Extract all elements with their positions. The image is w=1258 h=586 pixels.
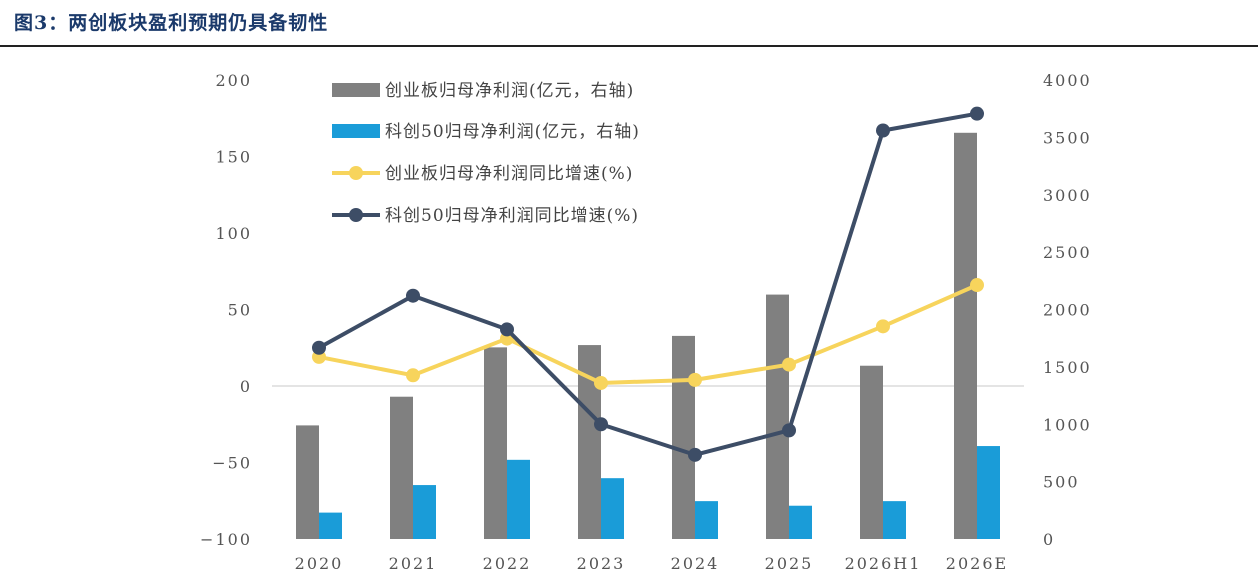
- legend-swatch: [332, 124, 380, 138]
- bar-star50-profit: [319, 512, 342, 539]
- x-tick-label: 2022: [483, 554, 532, 573]
- y-right-tick-label: 1500: [1043, 358, 1092, 377]
- bar-chinext-profit: [766, 294, 789, 539]
- x-tick-label: 2026E: [946, 554, 1008, 573]
- point-chinext-growth: [406, 368, 420, 383]
- point-chinext-growth: [970, 278, 984, 293]
- x-tick-label: 2025: [765, 554, 814, 573]
- point-star50-growth: [876, 123, 890, 138]
- legend-swatch: [332, 83, 380, 97]
- point-star50-growth: [594, 417, 608, 432]
- point-chinext-growth: [876, 319, 890, 334]
- legend-marker: [349, 208, 363, 222]
- y-left-tick-label: −100: [200, 530, 252, 549]
- x-tick-label: 2023: [577, 554, 626, 573]
- y-left-tick-label: 150: [215, 148, 252, 167]
- point-star50-growth: [688, 447, 702, 462]
- y-left-tick-label: 0: [240, 377, 252, 396]
- y-right-tick-label: 3500: [1043, 128, 1092, 147]
- lines: [312, 106, 984, 462]
- point-chinext-growth: [688, 372, 702, 387]
- point-star50-growth: [500, 322, 514, 337]
- point-chinext-growth: [594, 375, 608, 390]
- bar-chinext-profit: [954, 132, 977, 539]
- legend-label: 科创50归母净利润(亿元，右轴): [385, 122, 640, 142]
- x-tick-label: 2024: [671, 554, 720, 573]
- line-chinext-growth: [318, 283, 978, 385]
- axes: 200150100500−50−100400035003000250020001…: [200, 71, 1092, 573]
- point-star50-growth: [406, 288, 420, 303]
- line-star50-growth: [318, 111, 978, 457]
- legend-label: 创业板归母净利润同比增速(%): [385, 164, 633, 184]
- point-star50-growth: [782, 423, 796, 438]
- bar-star50-profit: [789, 505, 812, 539]
- y-left-tick-label: 50: [228, 301, 252, 320]
- y-left-tick-label: 200: [215, 71, 252, 90]
- y-right-tick-label: 1000: [1043, 415, 1092, 434]
- bar-star50-profit: [601, 478, 624, 539]
- legend-marker: [349, 166, 363, 180]
- point-star50-growth: [312, 340, 326, 355]
- bar-star50-profit: [695, 501, 718, 539]
- legend-label: 科创50归母净利润同比增速(%): [385, 206, 639, 226]
- bar-chinext-profit: [860, 365, 883, 539]
- legend: 创业板归母净利润(亿元，右轴) 科创50归母净利润(亿元，右轴) 创业板归母净利润同…: [332, 81, 640, 226]
- title-rule: [0, 45, 1258, 47]
- bars: [296, 132, 1000, 539]
- bar-star50-profit: [883, 501, 906, 539]
- bar-star50-profit: [977, 446, 1000, 539]
- y-left-tick-label: 100: [215, 224, 252, 243]
- y-right-tick-label: 0: [1043, 530, 1055, 549]
- y-right-tick-label: 2500: [1043, 243, 1092, 262]
- bar-chinext-profit: [672, 335, 695, 539]
- figure-title: 图3：两创板块盈利预期仍具备韧性: [14, 12, 329, 34]
- y-right-tick-label: 3000: [1043, 186, 1092, 205]
- bar-star50-profit: [413, 485, 436, 539]
- x-tick-label: 2021: [389, 554, 438, 573]
- y-right-tick-label: 4000: [1043, 71, 1092, 90]
- x-tick-label: 2026H1: [845, 554, 922, 573]
- bar-chinext-profit: [390, 396, 413, 539]
- bar-chinext-profit: [578, 345, 601, 539]
- point-star50-growth: [970, 106, 984, 121]
- y-right-tick-label: 500: [1043, 473, 1080, 492]
- x-tick-label: 2020: [295, 554, 344, 573]
- point-chinext-growth: [782, 357, 796, 372]
- bar-chinext-profit: [296, 425, 319, 539]
- y-right-tick-label: 2000: [1043, 301, 1092, 320]
- y-left-tick-label: −50: [212, 454, 252, 473]
- bar-star50-profit: [507, 459, 530, 539]
- legend-label: 创业板归母净利润(亿元，右轴): [385, 81, 634, 101]
- bar-chinext-profit: [484, 347, 507, 539]
